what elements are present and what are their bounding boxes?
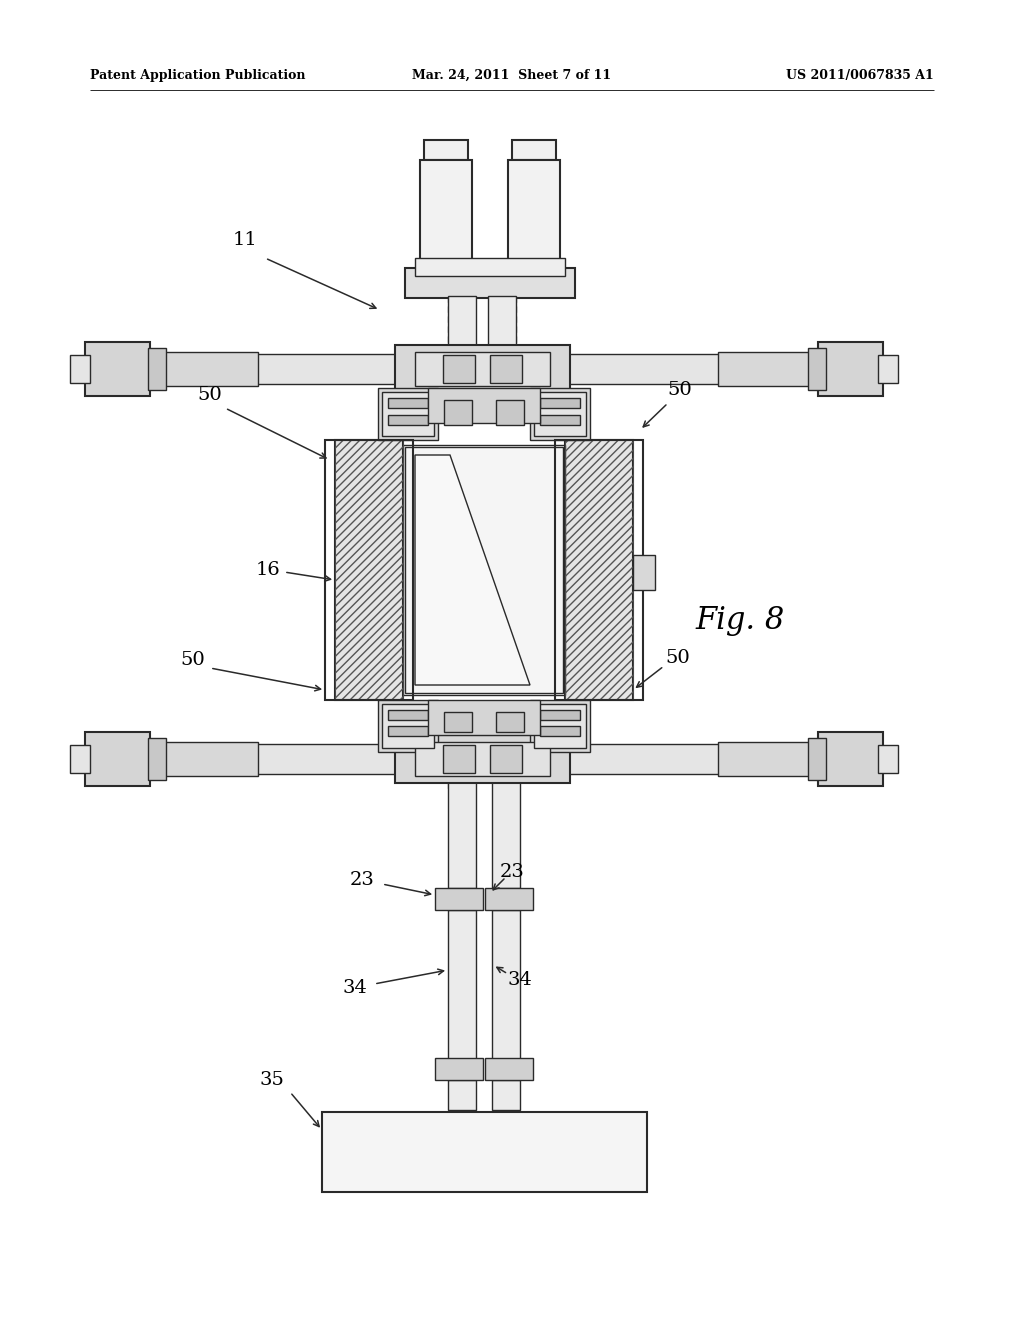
Bar — [496, 711, 524, 733]
Bar — [540, 726, 580, 737]
Bar — [555, 440, 643, 700]
Bar — [444, 400, 472, 425]
Bar — [428, 700, 540, 735]
Bar — [130, 354, 450, 384]
Bar — [534, 392, 586, 436]
Text: 16: 16 — [256, 561, 281, 579]
Polygon shape — [415, 455, 530, 685]
Bar — [388, 726, 428, 737]
Bar — [378, 388, 438, 440]
Bar — [406, 447, 563, 693]
Text: 35: 35 — [259, 1071, 285, 1089]
Text: 50: 50 — [198, 385, 222, 404]
Bar — [388, 399, 428, 408]
Bar — [335, 440, 403, 700]
Bar — [565, 440, 633, 700]
Bar — [415, 257, 565, 276]
Bar — [496, 400, 524, 425]
Bar — [540, 399, 580, 408]
Text: Patent Application Publication: Patent Application Publication — [90, 69, 305, 82]
Bar — [808, 348, 826, 389]
Bar — [878, 355, 898, 383]
Bar — [540, 710, 580, 719]
Text: 50: 50 — [668, 381, 692, 399]
Bar — [378, 700, 438, 752]
Bar — [148, 352, 258, 385]
Bar — [395, 345, 570, 393]
Bar — [878, 744, 898, 774]
Text: 34: 34 — [343, 979, 368, 997]
Bar — [382, 704, 434, 748]
Bar — [449, 296, 476, 356]
Bar — [403, 445, 565, 696]
Bar — [85, 733, 150, 785]
Bar — [512, 140, 556, 160]
Bar — [449, 909, 476, 1060]
Bar — [335, 440, 403, 700]
Bar — [718, 742, 828, 776]
Bar — [148, 738, 166, 780]
Bar — [395, 735, 570, 783]
Bar — [85, 342, 150, 396]
Bar — [485, 888, 534, 909]
Bar — [818, 733, 883, 785]
Bar — [424, 140, 468, 160]
Text: 23: 23 — [349, 871, 375, 888]
Bar — [444, 711, 472, 733]
Bar — [534, 704, 586, 748]
Bar — [406, 268, 575, 298]
Bar — [485, 1059, 534, 1080]
Bar — [490, 355, 522, 383]
Bar — [382, 392, 434, 436]
Bar — [508, 160, 560, 271]
Text: 50: 50 — [180, 651, 206, 669]
Bar — [718, 352, 828, 385]
Bar — [492, 777, 520, 888]
Bar — [443, 744, 475, 774]
Bar — [520, 744, 840, 774]
Bar — [443, 355, 475, 383]
Text: Fig. 8: Fig. 8 — [695, 605, 784, 635]
Bar — [530, 388, 590, 440]
Text: 34: 34 — [508, 972, 532, 989]
Text: 23: 23 — [500, 863, 524, 880]
Bar — [449, 1080, 476, 1110]
Bar — [325, 440, 413, 700]
Bar — [420, 160, 472, 271]
Text: 50: 50 — [666, 649, 690, 667]
Bar — [415, 352, 550, 385]
Bar — [520, 354, 840, 384]
Bar — [428, 388, 540, 422]
Bar — [435, 888, 483, 909]
Bar — [435, 1059, 483, 1080]
Bar — [540, 414, 580, 425]
Bar — [565, 440, 633, 700]
Text: 11: 11 — [232, 231, 257, 249]
Bar — [449, 777, 476, 888]
Bar — [70, 744, 90, 774]
Bar — [322, 1111, 647, 1192]
Bar — [148, 742, 258, 776]
Bar — [388, 710, 428, 719]
Bar — [633, 554, 655, 590]
Bar — [490, 744, 522, 774]
Bar — [130, 744, 450, 774]
Text: Mar. 24, 2011  Sheet 7 of 11: Mar. 24, 2011 Sheet 7 of 11 — [413, 69, 611, 82]
Bar — [530, 700, 590, 752]
Bar — [70, 355, 90, 383]
Text: US 2011/0067835 A1: US 2011/0067835 A1 — [786, 69, 934, 82]
Bar — [388, 414, 428, 425]
Bar — [148, 348, 166, 389]
Bar — [488, 296, 516, 356]
Bar — [818, 342, 883, 396]
Bar — [415, 742, 550, 776]
Bar — [492, 1080, 520, 1110]
Bar — [492, 909, 520, 1060]
Bar — [808, 738, 826, 780]
